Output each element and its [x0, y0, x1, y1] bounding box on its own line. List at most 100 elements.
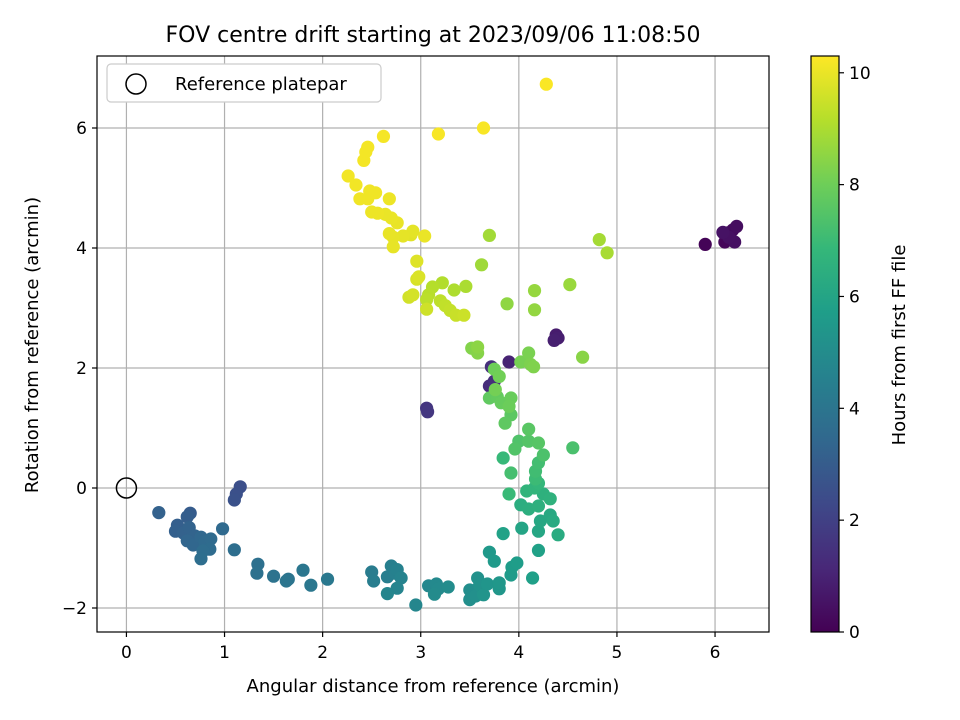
colorbar-tick-label: 8 [849, 176, 860, 196]
data-point [390, 581, 404, 595]
data-point [152, 505, 166, 520]
data-point [457, 308, 471, 322]
data-point [543, 492, 557, 506]
data-point [279, 574, 293, 588]
data-point [492, 369, 506, 383]
x-tick-label: 3 [415, 643, 426, 663]
data-point [547, 333, 561, 347]
data-point [498, 416, 512, 430]
data-point [382, 192, 396, 206]
data-point [525, 571, 540, 585]
data-point [539, 77, 553, 91]
data-point [420, 293, 434, 307]
data-point [592, 233, 606, 247]
data-point [502, 399, 516, 413]
data-point [551, 528, 565, 542]
data-point [412, 270, 426, 284]
data-point [510, 556, 524, 570]
data-point [361, 140, 375, 154]
data-point [427, 587, 442, 601]
legend: Reference platepar [106, 63, 382, 103]
data-point [526, 360, 541, 374]
y-tick-label: −2 [62, 599, 87, 619]
data-point [527, 303, 542, 317]
legend-frame [106, 63, 382, 103]
data-point [409, 598, 423, 612]
data-point [227, 543, 241, 557]
chart-title: FOV centre drift starting at 2023/09/06 … [166, 23, 701, 48]
plot-frame [96, 55, 770, 633]
data-point [471, 340, 485, 354]
data-point [496, 451, 510, 465]
y-tick-label: 0 [76, 479, 87, 499]
data-point [531, 543, 546, 558]
data-point [304, 578, 318, 592]
colorbar-tick-label: 0 [849, 623, 860, 643]
data-point [487, 554, 501, 568]
data-point [502, 355, 516, 369]
y-tick-label: 6 [76, 119, 87, 139]
data-point [386, 240, 400, 254]
data-point [194, 552, 208, 566]
data-point [447, 283, 461, 297]
data-point [365, 205, 379, 219]
x-axis-label: Angular distance from reference (arcmin) [247, 676, 620, 697]
colorbar-label: Hours from first FF file [889, 245, 910, 446]
data-point [459, 279, 473, 293]
data-point [504, 466, 518, 480]
legend-marker-reference [125, 73, 147, 95]
data-point [531, 524, 546, 538]
data-point [533, 514, 548, 528]
data-point [441, 580, 455, 594]
data-point [227, 493, 241, 507]
colorbar-tick-label: 4 [849, 399, 860, 419]
data-point [361, 192, 375, 206]
data-point [531, 499, 546, 513]
data-point [367, 574, 381, 588]
data-point [394, 571, 408, 585]
data-point [522, 422, 536, 436]
x-tick-label: 6 [710, 643, 721, 663]
data-point [420, 302, 434, 316]
colorbar-tick-label: 6 [849, 287, 860, 307]
data-point [431, 127, 445, 141]
data-point [204, 532, 218, 546]
data-point [382, 227, 396, 241]
legend-label-reference: Reference platepar [175, 74, 347, 95]
data-point [474, 258, 489, 272]
data-point [566, 441, 580, 455]
x-tick-label: 1 [219, 643, 230, 663]
data-point [515, 521, 529, 535]
data-point [349, 178, 363, 192]
data-point [563, 278, 577, 292]
data-point [482, 228, 497, 242]
data-point [698, 237, 712, 251]
data-point [488, 383, 502, 397]
data-point [320, 572, 335, 586]
data-point [341, 169, 355, 183]
colorbar [810, 55, 840, 633]
x-tick-label: 4 [513, 643, 524, 663]
data-point [527, 284, 542, 298]
data-point [496, 527, 510, 541]
data-point [730, 219, 744, 233]
data-point [180, 510, 194, 524]
x-tick-label: 5 [612, 643, 623, 663]
data-point [406, 224, 420, 238]
data-point [421, 405, 435, 419]
data-point [600, 246, 614, 260]
colorbar-tick-label: 2 [849, 511, 860, 531]
data-point [215, 522, 230, 536]
data-point [546, 514, 560, 528]
data-point [410, 254, 424, 268]
data-point [476, 588, 491, 602]
data-point [476, 121, 491, 135]
x-tick-label: 0 [121, 643, 132, 663]
y-tick-label: 4 [76, 239, 87, 259]
data-point [396, 229, 410, 243]
data-point [576, 350, 590, 364]
data-point [376, 129, 391, 143]
data-point [716, 225, 730, 239]
